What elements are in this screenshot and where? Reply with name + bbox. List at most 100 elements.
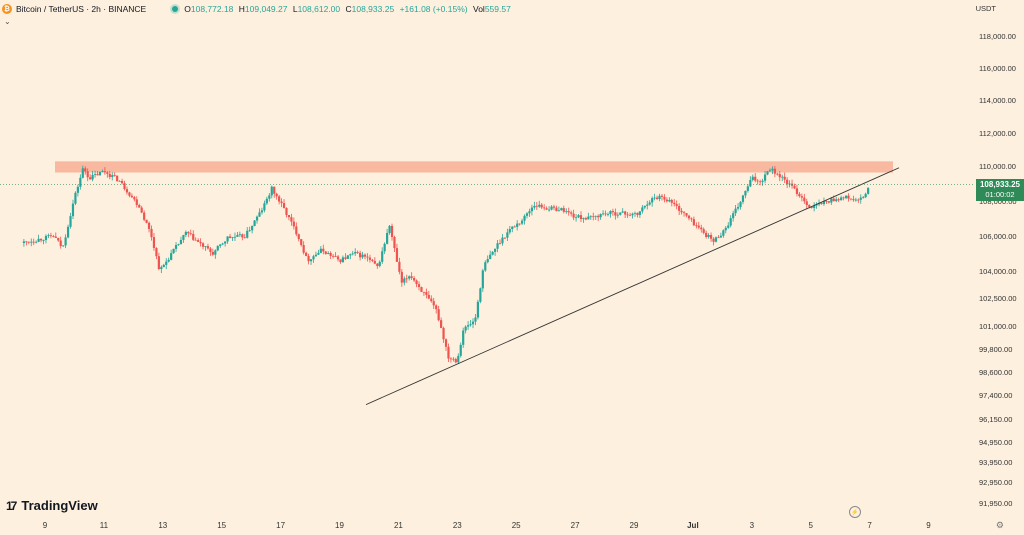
- candle-295: [746, 184, 749, 193]
- candle-115: [305, 251, 308, 257]
- candle-130: [341, 255, 345, 263]
- tradingview-logo[interactable]: 17 TradingView: [6, 498, 98, 513]
- candle-105: [280, 198, 283, 208]
- candle-117: [309, 259, 313, 265]
- candle-163: [422, 291, 426, 296]
- collapse-chevron-icon[interactable]: ⌄: [4, 17, 11, 26]
- candle-88: [238, 231, 241, 237]
- candle-193: [496, 240, 499, 253]
- candle-254: [646, 200, 649, 210]
- candle-75: [206, 243, 210, 250]
- candle-95: [255, 215, 259, 224]
- candle-72: [199, 238, 202, 247]
- candle-123: [324, 251, 327, 255]
- candle-256: [651, 196, 654, 207]
- candle-150: [390, 223, 394, 241]
- candle-56: [160, 265, 163, 274]
- candle-185: [476, 299, 480, 320]
- candle-15: [59, 236, 62, 249]
- candle-291: [736, 203, 740, 211]
- candle-237: [604, 210, 607, 217]
- candle-19: [69, 212, 72, 229]
- candle-294: [744, 190, 747, 199]
- candle-11: [49, 232, 52, 239]
- candle-55: [157, 252, 160, 271]
- candle-144: [376, 263, 379, 269]
- candle-261: [663, 194, 666, 203]
- y-tick-label: 101,000.00: [979, 322, 1017, 331]
- candle-315: [795, 184, 799, 197]
- candle-136: [356, 250, 359, 254]
- candle-68: [189, 229, 192, 236]
- candle-13: [54, 232, 57, 238]
- y-tick-label: 97,400.00: [979, 391, 1012, 400]
- candle-298: [754, 173, 757, 183]
- candle-96: [258, 208, 261, 217]
- candle-235: [599, 213, 602, 220]
- candle-188: [484, 260, 487, 272]
- candle-27: [89, 174, 92, 180]
- candle-299: [756, 179, 759, 185]
- x-tick-label: 15: [217, 521, 226, 530]
- candle-149: [388, 224, 391, 235]
- resistance-zone: [55, 161, 893, 173]
- y-tick-label: 116,000.00: [979, 64, 1016, 73]
- candle-337: [849, 198, 853, 201]
- y-tick-label: 96,150.00: [979, 415, 1012, 424]
- candle-120: [317, 249, 320, 255]
- candle-101: [270, 185, 273, 199]
- candle-122: [322, 244, 325, 255]
- candle-305: [771, 166, 774, 175]
- bitcoin-icon: ₿: [2, 4, 12, 14]
- candle-179: [462, 327, 465, 348]
- candle-272: [690, 217, 693, 222]
- candle-253: [643, 205, 646, 210]
- candle-194: [498, 239, 502, 245]
- candle-60: [170, 249, 173, 261]
- lightning-icon[interactable]: ⚡: [849, 506, 861, 518]
- candle-36: [111, 172, 114, 181]
- candle-265: [673, 199, 676, 207]
- symbol-title[interactable]: Bitcoin / TetherUS · 2h · BINANCE: [16, 4, 147, 14]
- settings-icon[interactable]: ⚙: [995, 520, 1004, 530]
- candle-156: [405, 274, 408, 283]
- candle-154: [400, 269, 403, 287]
- x-tick-label: 19: [335, 521, 344, 530]
- candle-328: [827, 201, 830, 204]
- candle-94: [253, 219, 256, 227]
- candle-267: [678, 203, 681, 215]
- candle-129: [339, 259, 342, 264]
- candle-314: [793, 183, 796, 190]
- candle-34: [106, 171, 109, 178]
- candle-106: [282, 199, 286, 209]
- candle-16: [62, 245, 65, 248]
- candle-1: [25, 240, 28, 246]
- candle-76: [209, 246, 212, 256]
- market-status-icon: [172, 6, 179, 12]
- candle-54: [155, 247, 158, 260]
- candle-159: [413, 275, 416, 283]
- candle-204: [523, 214, 526, 225]
- y-tick-label: 108,000.00: [979, 197, 1017, 206]
- candle-89: [241, 233, 244, 241]
- currency-label[interactable]: USDT: [975, 4, 996, 13]
- candle-77: [211, 248, 214, 257]
- candle-7: [39, 238, 43, 243]
- candle-233: [594, 215, 597, 220]
- candle-200: [513, 225, 516, 228]
- candle-128: [336, 255, 340, 262]
- candle-176: [454, 357, 457, 364]
- candle-134: [351, 250, 354, 256]
- candle-197: [506, 228, 509, 242]
- candle-258: [655, 195, 659, 200]
- candle-91: [246, 227, 249, 239]
- candle-313: [790, 179, 794, 189]
- candle-232: [592, 212, 595, 221]
- candle-100: [268, 193, 271, 202]
- candle-245: [624, 210, 627, 218]
- candle-102: [273, 186, 276, 198]
- candle-74: [204, 246, 207, 251]
- candle-274: [695, 222, 698, 229]
- candle-317: [800, 193, 803, 202]
